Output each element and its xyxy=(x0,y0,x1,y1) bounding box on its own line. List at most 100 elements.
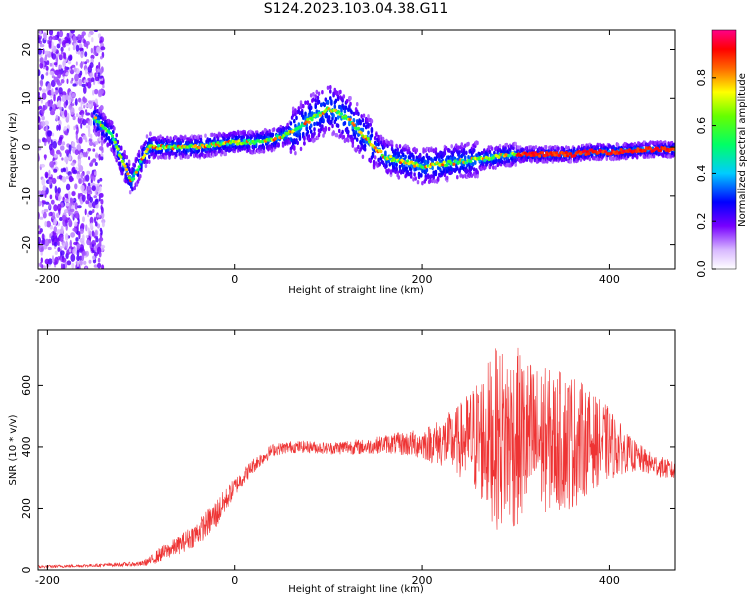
noise-cell xyxy=(47,89,53,96)
spectral-cell xyxy=(367,114,370,119)
spectral-cell xyxy=(476,140,479,146)
bottom-y-tick-label: 0 xyxy=(20,567,33,574)
noise-cell xyxy=(99,177,103,182)
noise-cell xyxy=(51,132,55,137)
top-x-axis: -200 0 200 400 xyxy=(35,30,620,286)
ridge-cell xyxy=(635,149,639,154)
noise-cell xyxy=(97,179,100,184)
noise-cell xyxy=(43,32,47,41)
spectral-cell xyxy=(430,147,433,153)
spectral-cell xyxy=(370,119,374,124)
noise-cell xyxy=(57,187,61,194)
noise-cell xyxy=(50,199,55,205)
noise-cell xyxy=(58,174,63,180)
spectral-cell xyxy=(545,159,549,164)
spectral-cell xyxy=(436,176,440,181)
ridge-cell xyxy=(113,140,117,144)
noise-cell xyxy=(54,250,58,255)
spectral-cell xyxy=(478,152,482,157)
noise-cell xyxy=(83,85,87,94)
noise-cell xyxy=(48,176,53,180)
spectral-cell xyxy=(361,154,365,159)
spectral-cell xyxy=(422,149,425,154)
spectral-cell xyxy=(334,116,338,122)
noise-cell xyxy=(65,99,69,106)
ridge-cell xyxy=(155,147,159,151)
spectral-cell xyxy=(136,172,140,177)
spectral-cell xyxy=(370,128,374,134)
noise-cell xyxy=(42,211,47,219)
noise-cell xyxy=(85,82,89,87)
ridge-cell xyxy=(123,164,127,168)
spectral-cell xyxy=(175,152,178,157)
noise-cell xyxy=(89,62,94,69)
spectral-cell xyxy=(308,110,312,115)
ridge-cell xyxy=(119,155,123,159)
spectral-cell xyxy=(565,145,568,150)
spectral-cell xyxy=(421,168,424,174)
noise-cell xyxy=(90,173,94,181)
spectral-cell xyxy=(626,152,630,157)
spectral-cell xyxy=(303,136,306,141)
ridge-cell xyxy=(115,145,119,149)
noise-cell xyxy=(68,218,72,225)
noise-cell xyxy=(68,175,74,183)
noise-cell xyxy=(57,140,62,146)
noise-cell xyxy=(80,223,85,229)
noise-cell xyxy=(95,204,99,209)
noise-cell xyxy=(51,148,55,157)
spectral-cell xyxy=(105,136,108,141)
colorbar-ticks: 0.0 0.2 0.4 0.6 0.8 xyxy=(695,69,716,278)
spectral-cell xyxy=(137,149,141,155)
noise-cell xyxy=(86,43,89,49)
noise-cell xyxy=(53,154,59,158)
noise-cell xyxy=(65,166,69,175)
spectral-cell xyxy=(514,141,517,147)
noise-cell xyxy=(101,221,105,228)
spectral-cell xyxy=(495,145,498,151)
noise-cell xyxy=(71,92,76,98)
spectral-cell xyxy=(298,110,302,116)
noise-cell xyxy=(41,209,44,215)
spectral-cell xyxy=(144,140,148,145)
spectral-cell xyxy=(433,179,437,184)
spectral-cell xyxy=(293,119,296,124)
noise-cell xyxy=(38,138,41,143)
noise-cell xyxy=(48,30,54,36)
spectrogram-marks xyxy=(38,30,675,269)
noise-cell xyxy=(44,50,50,55)
spectral-cell xyxy=(314,98,318,103)
noise-cell xyxy=(60,51,64,55)
ridge-cell xyxy=(212,141,216,145)
noise-cell xyxy=(46,60,50,66)
noise-cell xyxy=(84,51,88,57)
spectral-cell xyxy=(133,185,136,191)
spectral-cell xyxy=(355,137,359,142)
noise-cell xyxy=(43,265,47,269)
ridge-cell xyxy=(619,148,623,152)
noise-cell xyxy=(57,100,62,107)
noise-cell xyxy=(64,149,70,154)
spectral-cell xyxy=(605,156,609,161)
noise-cell xyxy=(100,46,106,51)
noise-cell xyxy=(44,221,48,227)
noise-cell xyxy=(39,30,42,37)
ridge-cell xyxy=(193,144,197,148)
noise-cell xyxy=(56,31,60,39)
noise-cell xyxy=(89,118,93,127)
noise-cell xyxy=(38,106,41,110)
spectral-cell xyxy=(377,142,380,147)
spectral-cell xyxy=(354,123,358,128)
spectral-cell xyxy=(199,134,203,139)
noise-cell xyxy=(74,202,78,210)
noise-cell xyxy=(40,74,45,80)
noise-cell xyxy=(40,163,46,168)
ridge-cell xyxy=(110,134,115,138)
ridge-cell xyxy=(557,154,561,158)
spectral-cell xyxy=(456,175,459,180)
noise-cell xyxy=(45,201,50,205)
ridge-cell xyxy=(554,151,559,155)
spectral-cell xyxy=(190,149,194,155)
noise-cell xyxy=(53,226,58,233)
spectral-cell xyxy=(312,92,315,97)
